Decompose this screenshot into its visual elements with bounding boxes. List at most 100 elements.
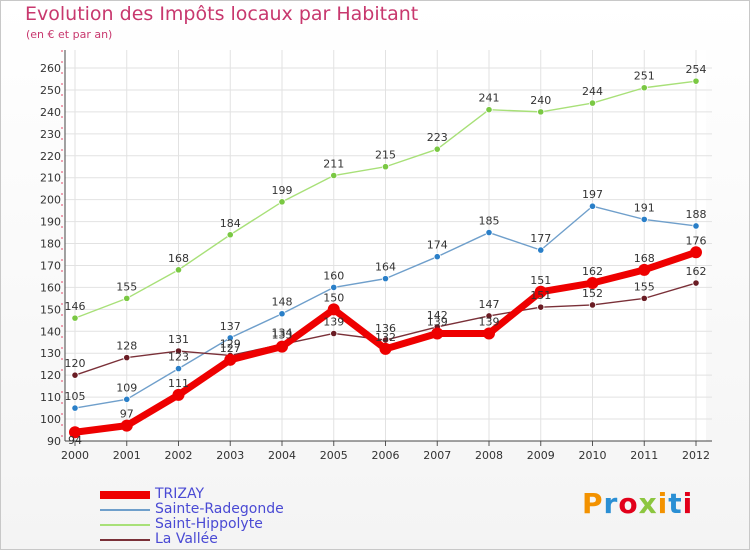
data-label: 251: [634, 70, 655, 83]
data-point: [330, 283, 338, 292]
data-label: 162: [686, 265, 707, 278]
logo-letter: t: [668, 487, 683, 520]
y-tick-label: 240: [40, 106, 61, 119]
data-label: 176: [686, 234, 707, 247]
data-label: 174: [427, 239, 448, 252]
data-point: [485, 106, 493, 114]
data-label: 139: [427, 315, 448, 328]
data-label: 244: [582, 85, 603, 98]
data-point: [483, 327, 495, 340]
data-point: [381, 275, 390, 283]
proxiti-logo: Proxiti: [582, 487, 693, 520]
data-point: [123, 395, 131, 403]
data-label: 132: [375, 331, 396, 344]
data-label: 128: [116, 340, 137, 353]
legend-swatch: [100, 523, 150, 526]
data-label: 111: [168, 377, 189, 390]
data-point: [123, 354, 131, 362]
legend-swatch: [100, 490, 150, 499]
y-tick-label: 200: [40, 194, 61, 207]
legend-label: Saint-Hippolyte: [155, 516, 263, 532]
data-point: [71, 404, 79, 412]
x-tick-label: 2012: [682, 449, 710, 462]
data-point: [123, 294, 131, 302]
y-tick-label: 170: [40, 259, 61, 272]
data-point: [485, 228, 493, 237]
y-tick-label: 110: [40, 391, 61, 404]
data-label: 97: [120, 408, 134, 421]
data-point: [640, 84, 648, 92]
data-label: 105: [65, 390, 86, 403]
data-label: 168: [168, 252, 189, 265]
x-tick-label: 2008: [475, 449, 503, 462]
data-label: 139: [323, 315, 344, 328]
data-point: [224, 353, 237, 366]
data-point: [330, 329, 338, 338]
data-label: 139: [479, 315, 500, 328]
x-tick-label: 2011: [630, 449, 658, 462]
data-label: 241: [479, 92, 500, 105]
data-point: [330, 171, 338, 180]
data-label: 211: [323, 158, 344, 171]
data-label: 134: [272, 326, 293, 339]
data-point: [588, 301, 597, 309]
x-tick-label: 2000: [61, 449, 89, 462]
data-point: [226, 334, 234, 342]
data-point: [692, 222, 700, 230]
logo-letter: o: [618, 487, 639, 520]
data-label: 215: [375, 149, 396, 162]
data-point: [278, 198, 286, 206]
data-label: 137: [220, 320, 241, 333]
data-label: 177: [530, 232, 551, 245]
y-tick-label: 180: [40, 238, 61, 251]
y-tick-label: 250: [40, 84, 61, 97]
data-point: [431, 327, 444, 340]
data-label: 148: [272, 296, 293, 309]
data-point: [433, 145, 441, 153]
x-tick-label: 2005: [320, 449, 348, 462]
data-point: [640, 294, 648, 302]
data-label: 150: [323, 291, 344, 304]
data-label: 155: [634, 280, 655, 293]
data-label: 164: [375, 261, 396, 274]
data-point: [534, 285, 547, 298]
legend-swatch: [100, 508, 150, 511]
data-label: 199: [272, 184, 293, 197]
data-point: [690, 246, 702, 259]
legend-label: TRIZAY: [155, 486, 205, 502]
data-label: 168: [634, 252, 655, 265]
data-label: 109: [116, 381, 137, 394]
logo-letter: i: [657, 487, 669, 520]
x-tick-label: 2003: [216, 449, 244, 462]
data-point: [588, 202, 597, 210]
data-point: [226, 231, 234, 239]
x-tick-label: 2002: [165, 449, 193, 462]
data-label: 151: [530, 289, 551, 302]
data-point: [640, 215, 648, 223]
data-label: 223: [427, 131, 448, 144]
data-label: 188: [686, 208, 707, 221]
y-tick-label: 120: [40, 369, 61, 382]
data-point: [588, 99, 597, 107]
data-point: [71, 314, 79, 322]
data-label: 162: [582, 265, 603, 278]
data-point: [692, 77, 700, 85]
legend-swatch: [100, 538, 150, 541]
data-point: [586, 277, 599, 290]
data-point: [433, 253, 441, 261]
x-tick-label: 2006: [372, 449, 400, 462]
x-tick-label: 2007: [423, 449, 451, 462]
data-label: 155: [116, 280, 137, 293]
y-tick-label: 210: [40, 172, 61, 185]
data-point: [485, 312, 493, 320]
data-point: [174, 266, 183, 274]
data-label: 151: [530, 274, 551, 287]
data-label: 127: [220, 342, 241, 355]
y-tick-label: 90: [47, 435, 61, 448]
data-point: [638, 263, 651, 276]
legend-label: La Vallée: [155, 531, 218, 547]
chart-title: Evolution des Impôts locaux par Habitant: [25, 3, 419, 25]
y-tick-label: 160: [40, 281, 61, 294]
data-label: 133: [272, 329, 293, 342]
y-tick-label: 190: [40, 216, 61, 229]
